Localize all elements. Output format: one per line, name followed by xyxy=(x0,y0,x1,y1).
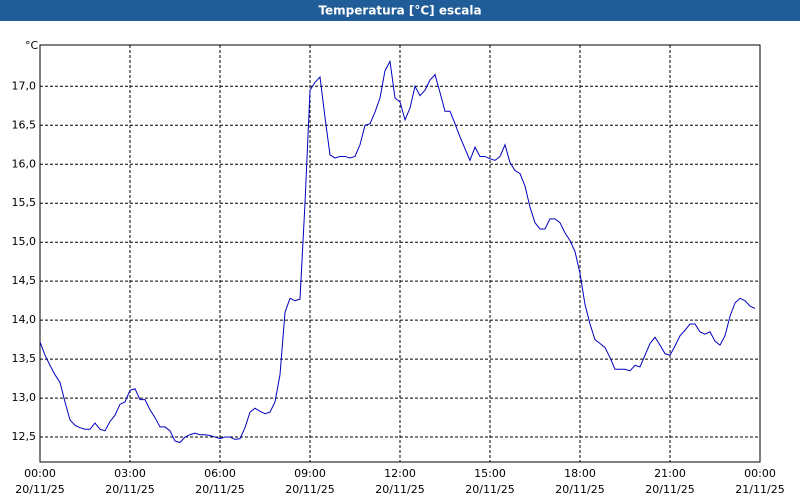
y-tick-label: 13,0 xyxy=(12,391,37,404)
x-tick-label: 00:00 xyxy=(24,467,56,480)
y-tick-label: 12,5 xyxy=(12,430,37,443)
title-bar xyxy=(0,0,800,21)
x-tick-date: 20/11/25 xyxy=(645,483,694,496)
y-tick-label: 13,5 xyxy=(12,352,37,365)
x-tick-label: 18:00 xyxy=(564,467,596,480)
y-tick-label: 15,5 xyxy=(12,196,37,209)
x-tick-label: 06:00 xyxy=(204,467,236,480)
x-tick-date: 20/11/25 xyxy=(375,483,424,496)
y-axis-label: °C xyxy=(25,39,39,52)
x-tick-date: 20/11/25 xyxy=(465,483,514,496)
x-tick-label: 00:00 xyxy=(744,467,776,480)
x-tick-date: 20/11/25 xyxy=(285,483,334,496)
x-tick-label: 21:00 xyxy=(654,467,686,480)
x-tick-date: 20/11/25 xyxy=(105,483,154,496)
x-tick-label: 09:00 xyxy=(294,467,326,480)
y-tick-label: 16,0 xyxy=(12,157,37,170)
y-tick-label: 14,0 xyxy=(12,313,37,326)
x-tick-label: 15:00 xyxy=(474,467,506,480)
x-tick-date: 21/11/25 xyxy=(735,483,784,496)
x-tick-label: 03:00 xyxy=(114,467,146,480)
y-tick-label: 14,5 xyxy=(12,274,37,287)
x-tick-label: 12:00 xyxy=(384,467,416,480)
x-tick-date: 20/11/25 xyxy=(555,483,604,496)
chart-title: Temperatura [°C] escala xyxy=(318,4,481,18)
x-tick-date: 20/11/25 xyxy=(15,483,64,496)
y-tick-label: 17,0 xyxy=(12,79,37,92)
y-tick-label: 15,0 xyxy=(12,235,37,248)
x-tick-date: 20/11/25 xyxy=(195,483,244,496)
line xyxy=(39,59,756,444)
y-tick-label: 16,5 xyxy=(12,118,37,131)
